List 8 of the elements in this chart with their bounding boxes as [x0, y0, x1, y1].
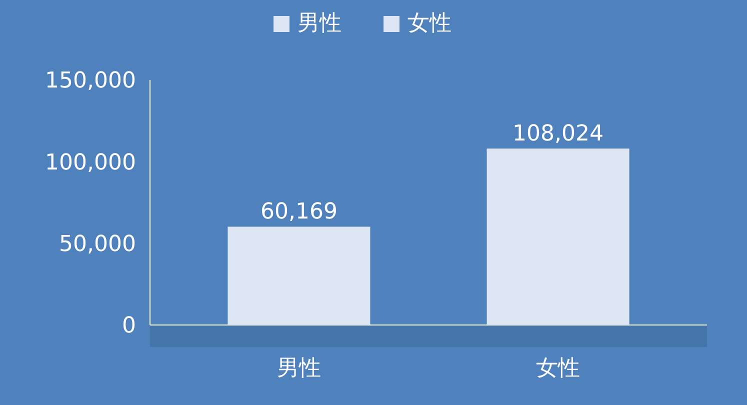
y-tick-label: 0	[122, 314, 136, 339]
legend-label: 女性	[408, 11, 452, 36]
legend-label: 男性	[298, 11, 342, 36]
data-label: 108,024	[512, 122, 604, 147]
y-tick-label: 50,000	[59, 232, 136, 258]
data-label: 60,169	[260, 200, 338, 225]
y-tick-label: 150,000	[45, 68, 136, 94]
y-tick-label: 100,000	[45, 150, 136, 176]
